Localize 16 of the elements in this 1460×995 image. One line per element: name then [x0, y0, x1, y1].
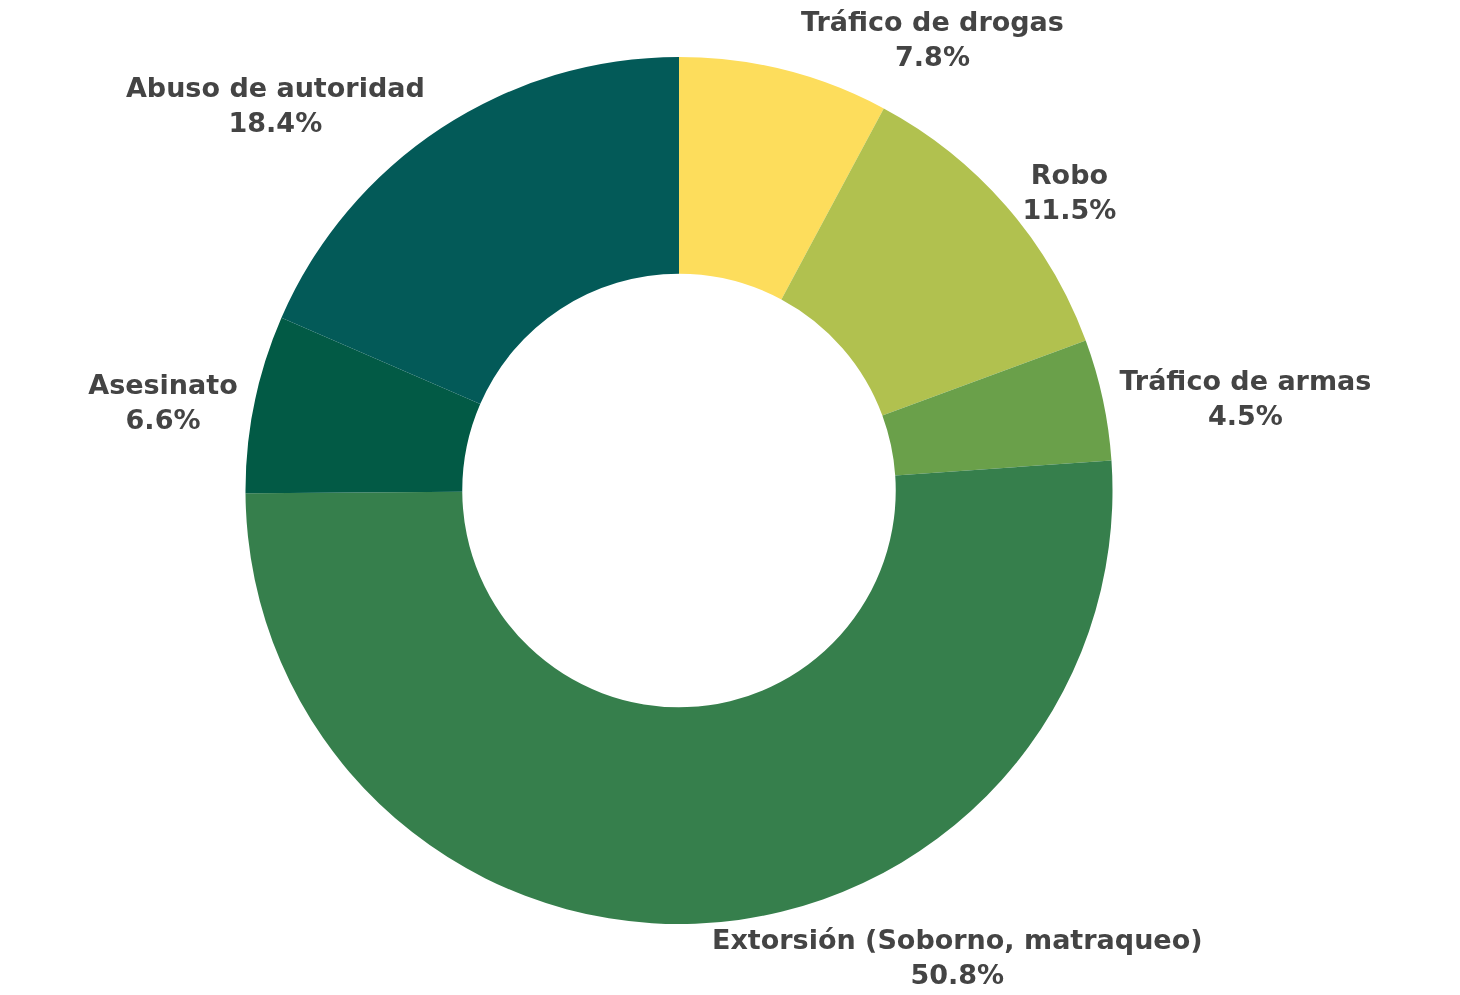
- donut-slice: [245, 460, 1112, 924]
- slice-label: Tráfico de drogas: [801, 5, 1064, 37]
- donut-slice: [679, 57, 884, 300]
- slice-label: Robo: [1030, 158, 1109, 190]
- data-label: 4.5%: [1207, 400, 1283, 432]
- slice-label: Abuso de autoridad: [125, 71, 425, 103]
- data-label: 50.8%: [910, 958, 1005, 990]
- data-label: 11.5%: [1022, 193, 1117, 225]
- donut-slice: [245, 317, 481, 494]
- slice-label: Asesinato: [88, 369, 238, 401]
- slice-label: Extorsión (Soborno, matraqueo): [711, 923, 1203, 955]
- slice-label: Tráfico de armas: [1119, 365, 1372, 397]
- donut-slice: [882, 340, 1112, 476]
- data-label: 6.6%: [125, 404, 201, 436]
- data-label: 7.8%: [895, 41, 970, 73]
- data-label: 18.4%: [228, 106, 323, 138]
